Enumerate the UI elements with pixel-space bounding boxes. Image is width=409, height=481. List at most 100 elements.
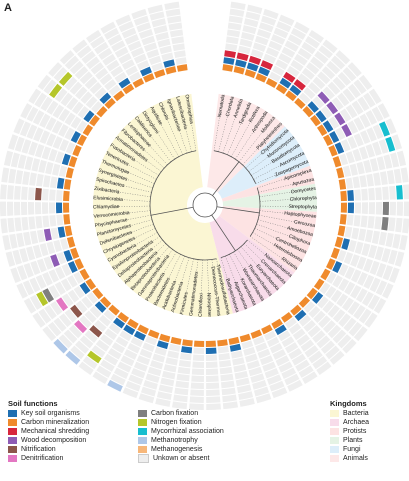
function-cell xyxy=(127,342,141,354)
function-cell xyxy=(130,336,144,348)
function-cell xyxy=(352,176,361,189)
function-cell xyxy=(87,350,102,364)
tree-branch xyxy=(259,210,315,217)
function-cell xyxy=(34,202,42,215)
tree-branch xyxy=(96,188,151,198)
legend-swatch xyxy=(330,437,339,444)
tree-branch xyxy=(112,145,159,176)
function-cell xyxy=(71,101,84,115)
function-cell xyxy=(136,60,150,71)
function-cell xyxy=(77,105,90,119)
function-cell xyxy=(263,53,277,64)
function-cell xyxy=(115,336,129,348)
legend-swatch xyxy=(8,455,17,462)
function-cell xyxy=(138,393,155,404)
function-cell xyxy=(271,387,288,399)
function-cell xyxy=(164,1,180,10)
function-cell xyxy=(342,338,357,354)
function-cell xyxy=(86,292,99,304)
tree-branch xyxy=(129,124,168,165)
function-cell xyxy=(382,201,389,216)
function-cell xyxy=(292,328,306,341)
function-cell xyxy=(330,289,343,303)
kingdom-wedge xyxy=(217,126,310,199)
function-cell xyxy=(99,92,112,105)
function-cell xyxy=(128,374,144,385)
tree-branch xyxy=(190,259,199,315)
function-cell xyxy=(340,190,347,202)
kingdoms-legend: Bacteria Archaea Protists Plants Fungi Animal… xyxy=(330,409,369,463)
tree-branch xyxy=(200,259,203,315)
function-cell xyxy=(43,256,54,270)
function-cell xyxy=(361,188,368,201)
function-cell xyxy=(319,282,331,295)
soil-function-rings xyxy=(0,1,409,410)
function-cell xyxy=(2,234,11,251)
function-cell xyxy=(39,243,49,257)
function-cell xyxy=(271,318,283,329)
function-cell xyxy=(329,130,340,144)
function-cell xyxy=(155,398,171,407)
function-cell xyxy=(115,14,132,26)
function-cell xyxy=(181,346,193,354)
function-cell xyxy=(316,361,332,375)
function-cell xyxy=(314,50,329,64)
function-cell xyxy=(158,384,173,394)
function-cell xyxy=(284,317,297,329)
function-cell xyxy=(15,169,24,185)
function-cell xyxy=(121,59,135,70)
function-cell xyxy=(225,36,239,45)
tree-branch xyxy=(105,228,156,252)
function-cell xyxy=(177,366,191,375)
function-cell xyxy=(298,92,311,105)
function-cell xyxy=(322,39,338,54)
function-cell xyxy=(369,260,380,276)
function-cell xyxy=(382,186,389,200)
function-cell xyxy=(35,187,42,201)
function-cell xyxy=(368,187,375,201)
function-cell xyxy=(274,324,287,336)
function-cell xyxy=(122,387,139,399)
function-cell xyxy=(35,274,47,290)
function-cell xyxy=(295,359,310,372)
tree-branch xyxy=(252,232,301,261)
tree-branch xyxy=(256,223,309,244)
function-cell xyxy=(36,173,44,187)
tree-branch xyxy=(220,257,238,311)
function-cell xyxy=(353,133,364,147)
function-cell xyxy=(61,263,72,277)
tree-branch xyxy=(248,138,293,172)
function-cell xyxy=(32,244,42,259)
function-cell xyxy=(335,50,351,65)
function-cell xyxy=(70,247,80,260)
function-cell xyxy=(377,103,390,119)
function-cell xyxy=(297,73,311,86)
clade-stem xyxy=(223,161,240,182)
function-cell xyxy=(78,361,94,375)
function-cell xyxy=(28,88,42,105)
function-cell xyxy=(14,217,22,232)
legend-label: Mechanical shredding xyxy=(21,428,90,435)
function-cell xyxy=(123,349,138,360)
function-cell xyxy=(69,81,83,95)
function-cell xyxy=(228,336,240,345)
function-cell xyxy=(354,241,364,255)
function-cell xyxy=(89,114,100,127)
function-cell xyxy=(322,320,336,334)
function-cell xyxy=(337,225,346,237)
function-cell xyxy=(98,47,113,61)
function-cell xyxy=(94,320,107,333)
function-cell xyxy=(359,175,367,188)
function-cell xyxy=(0,184,8,200)
function-cell xyxy=(113,90,125,102)
function-cell xyxy=(136,355,151,366)
function-cell xyxy=(305,62,320,75)
function-cell xyxy=(94,87,107,100)
function-cell xyxy=(121,27,137,39)
function-cell xyxy=(256,29,272,39)
tree-branch xyxy=(247,239,290,276)
function-cell xyxy=(344,226,353,238)
function-cell xyxy=(246,360,260,370)
function-cell xyxy=(99,73,113,86)
function-cell xyxy=(59,313,72,328)
